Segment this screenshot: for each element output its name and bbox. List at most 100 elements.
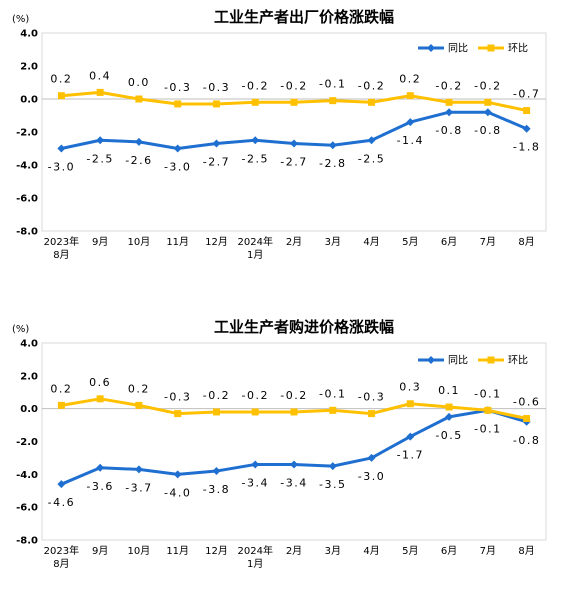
legend-entry: 同比 (418, 355, 468, 367)
data-label: -2.8 (319, 157, 346, 170)
data-point-marker (134, 137, 143, 146)
x-tick-label: 10月 (128, 236, 151, 248)
data-point-marker (483, 108, 492, 117)
data-point-marker (96, 88, 104, 96)
data-point-marker (367, 453, 376, 462)
series-line (60, 408, 528, 486)
data-label: -0.3 (203, 81, 230, 94)
data-point-marker (522, 124, 531, 133)
y-tick-label: -8.0 (16, 536, 38, 547)
y-tick-label: -4.0 (16, 470, 38, 481)
data-label: -0.8 (513, 434, 540, 447)
data-point-marker (57, 92, 65, 100)
data-label: -0.8 (474, 124, 501, 137)
data-point-marker (290, 98, 298, 106)
data-point-marker (57, 144, 66, 153)
data-label: -1.7 (397, 449, 424, 462)
y-axis-unit-label: (%) (12, 14, 29, 25)
data-label: -1.4 (397, 134, 424, 147)
data-label: -0.1 (319, 387, 346, 400)
data-point-marker (368, 410, 376, 418)
data-label: -3.0 (48, 161, 75, 174)
x-tick-label: 7月 (480, 545, 496, 557)
data-point-marker (57, 401, 65, 409)
data-label: -1.8 (513, 141, 540, 154)
data-point-marker (290, 139, 298, 148)
chart-svg: 工业生产者出厂价格涨跌幅 (%) 4.0 2.0 0.0 -2.0 -4.0 -6.0 -8.0… (12, 8, 547, 261)
data-label: 0.2 (399, 73, 421, 86)
data-label: -0.2 (358, 79, 385, 92)
x-tick-label: 10月 (128, 545, 151, 557)
chart-title: 工业生产者出厂价格涨跌幅 (214, 8, 394, 26)
x-tick-label: 4月 (363, 545, 379, 557)
data-point-marker (212, 467, 221, 476)
data-label: 0.0 (128, 76, 150, 89)
data-point-marker (174, 100, 182, 108)
chart-panel-output-prices: 工业生产者出厂价格涨跌幅 (%) 4.0 2.0 0.0 -2.0 -4.0 -6.0 -8.0… (0, 0, 566, 296)
chart-svg: 工业生产者购进价格涨跌幅 (%) 4.0 2.0 0.0 -2.0 -4.0 -6.0 -8.0… (12, 318, 547, 570)
y-tick-label: 0.0 (20, 95, 38, 106)
x-tick-label: 2024年 1月 (238, 235, 273, 261)
legend-label: 环比 (508, 355, 528, 367)
data-label: -0.7 (513, 88, 540, 101)
data-point-marker (251, 460, 260, 469)
data-point-marker (406, 400, 414, 408)
x-tick-label: 5月 (402, 545, 418, 557)
data-point-marker (212, 139, 221, 148)
data-point-marker (290, 408, 298, 416)
data-label: -3.5 (319, 478, 346, 491)
data-label: -0.8 (435, 124, 462, 137)
data-label: -0.1 (319, 78, 346, 91)
plot-area (41, 342, 547, 541)
y-tick-label: -2.0 (16, 128, 38, 139)
data-label: -4.6 (48, 496, 75, 509)
plot-area (41, 32, 547, 232)
data-point-marker (134, 465, 143, 474)
data-point-marker (251, 408, 259, 416)
legend-label: 同比 (448, 43, 468, 55)
data-point-marker (212, 408, 220, 416)
data-point-marker (212, 100, 220, 108)
data-point-marker (173, 470, 182, 479)
x-tick-label: 5月 (402, 236, 418, 248)
data-point-marker (174, 410, 182, 418)
data-label: -0.3 (358, 391, 385, 404)
y-axis-unit-label: (%) (12, 324, 29, 335)
data-point-marker (445, 108, 454, 117)
data-label: -0.2 (435, 79, 462, 92)
data-point-marker (173, 144, 182, 153)
data-point-marker (445, 98, 453, 106)
data-label: -3.4 (241, 476, 268, 489)
legend-label: 同比 (448, 355, 468, 367)
data-label: -0.3 (164, 391, 191, 404)
data-label: -3.7 (125, 481, 152, 494)
data-point-marker (406, 92, 414, 100)
y-tick-label: -6.0 (16, 194, 38, 205)
data-label: -0.3 (164, 81, 191, 94)
data-point-marker (328, 141, 337, 150)
y-tick-label: 0.0 (20, 404, 38, 415)
data-point-marker (290, 460, 298, 469)
data-label: -0.2 (280, 79, 307, 92)
x-tick-label: 8月 (518, 545, 534, 557)
data-point-marker (96, 463, 105, 472)
x-tick-label: 6月 (441, 545, 457, 557)
x-tick-label: 11月 (166, 236, 189, 248)
x-tick-label: 3月 (325, 236, 341, 248)
data-point-marker (523, 107, 531, 115)
data-label: -4.0 (164, 486, 191, 499)
data-point-marker (484, 406, 492, 414)
data-label: -0.2 (474, 79, 501, 92)
x-tick-label: 3月 (325, 545, 341, 557)
y-tick-label: 4.0 (20, 339, 38, 350)
data-label: 0.3 (399, 381, 421, 394)
data-point-marker (484, 98, 492, 106)
data-label: 0.2 (50, 73, 72, 86)
data-point-marker (251, 136, 260, 145)
data-label: 0.1 (438, 384, 460, 397)
x-tick-label: 2023年 8月 (44, 544, 79, 570)
data-label: -0.1 (474, 422, 501, 435)
x-tick-label: 2023年 8月 (44, 235, 79, 261)
data-point-marker (96, 395, 104, 403)
data-label: 0.4 (89, 69, 111, 82)
